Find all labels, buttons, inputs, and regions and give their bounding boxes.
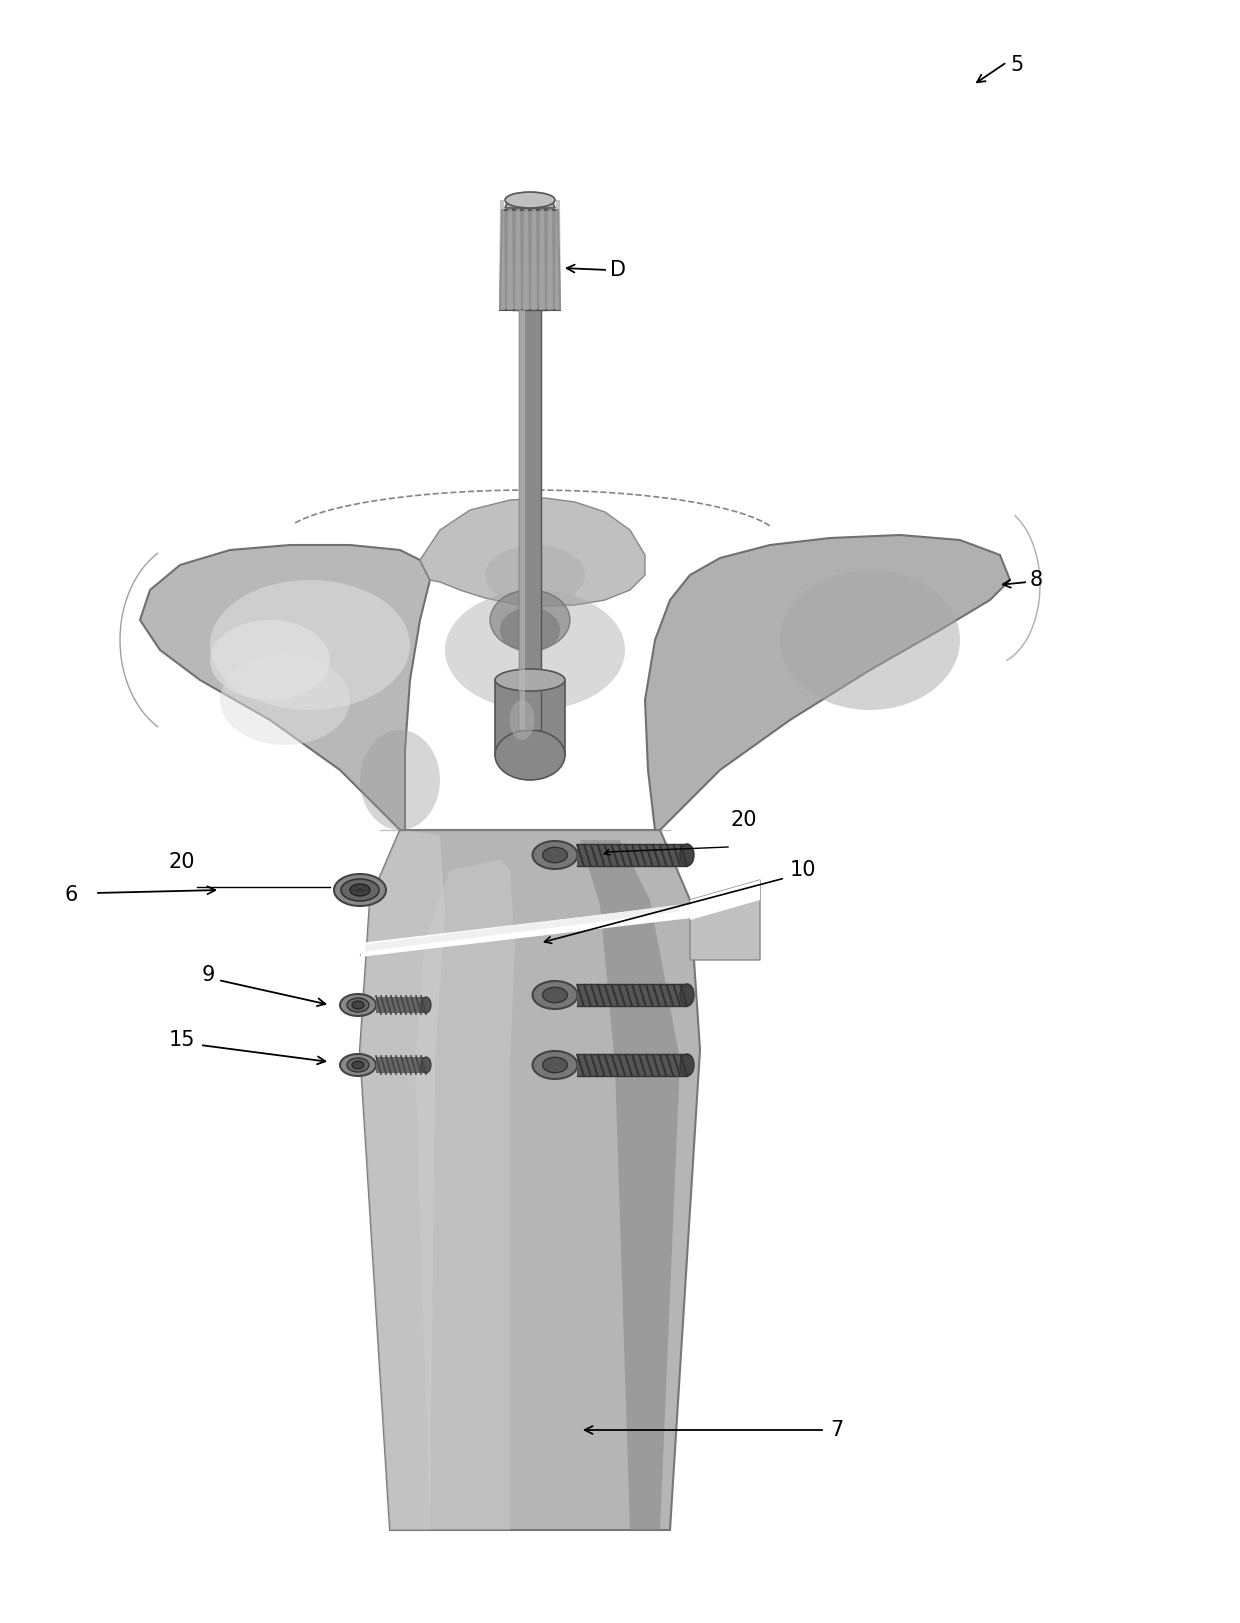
Ellipse shape bbox=[210, 579, 410, 709]
Polygon shape bbox=[495, 680, 565, 755]
Polygon shape bbox=[520, 310, 541, 730]
Ellipse shape bbox=[352, 1001, 365, 1010]
Polygon shape bbox=[531, 200, 537, 310]
Ellipse shape bbox=[532, 1052, 578, 1079]
Polygon shape bbox=[556, 200, 560, 310]
Polygon shape bbox=[360, 829, 701, 1530]
Text: 15: 15 bbox=[169, 1031, 195, 1050]
Polygon shape bbox=[505, 200, 556, 208]
Polygon shape bbox=[577, 844, 687, 867]
Polygon shape bbox=[520, 310, 525, 730]
Polygon shape bbox=[515, 200, 521, 310]
Polygon shape bbox=[376, 1057, 427, 1073]
Polygon shape bbox=[580, 841, 680, 1530]
Ellipse shape bbox=[680, 984, 694, 1006]
Ellipse shape bbox=[340, 1053, 376, 1076]
Polygon shape bbox=[512, 200, 548, 310]
Ellipse shape bbox=[352, 1061, 365, 1070]
Ellipse shape bbox=[543, 847, 568, 863]
Ellipse shape bbox=[505, 192, 556, 208]
Ellipse shape bbox=[495, 669, 565, 691]
Ellipse shape bbox=[422, 1057, 432, 1073]
Ellipse shape bbox=[680, 1053, 694, 1076]
Text: 5: 5 bbox=[1011, 55, 1023, 75]
Polygon shape bbox=[689, 880, 760, 920]
Ellipse shape bbox=[495, 730, 565, 781]
Polygon shape bbox=[645, 536, 1011, 829]
Text: 9: 9 bbox=[202, 966, 215, 985]
Polygon shape bbox=[577, 1053, 687, 1076]
Polygon shape bbox=[360, 829, 445, 1530]
Text: 10: 10 bbox=[790, 860, 816, 880]
Ellipse shape bbox=[510, 700, 534, 740]
Ellipse shape bbox=[445, 591, 625, 709]
Polygon shape bbox=[498, 200, 505, 310]
Ellipse shape bbox=[340, 993, 376, 1016]
Ellipse shape bbox=[490, 591, 570, 649]
Polygon shape bbox=[376, 997, 427, 1013]
Text: 20: 20 bbox=[169, 852, 195, 872]
Polygon shape bbox=[523, 200, 529, 310]
Text: 7: 7 bbox=[830, 1420, 843, 1440]
Ellipse shape bbox=[543, 1057, 568, 1073]
Ellipse shape bbox=[219, 656, 350, 745]
Polygon shape bbox=[415, 860, 515, 1530]
Polygon shape bbox=[539, 200, 546, 310]
Ellipse shape bbox=[780, 570, 960, 709]
Polygon shape bbox=[547, 200, 553, 310]
Polygon shape bbox=[140, 545, 430, 829]
Text: 6: 6 bbox=[64, 885, 78, 906]
Ellipse shape bbox=[210, 620, 330, 700]
Polygon shape bbox=[420, 498, 645, 605]
Ellipse shape bbox=[500, 607, 560, 652]
Ellipse shape bbox=[422, 997, 432, 1013]
Ellipse shape bbox=[532, 841, 578, 868]
Ellipse shape bbox=[334, 875, 386, 906]
Polygon shape bbox=[507, 200, 513, 310]
Polygon shape bbox=[577, 984, 687, 1006]
Ellipse shape bbox=[485, 545, 585, 605]
Ellipse shape bbox=[543, 987, 568, 1003]
Ellipse shape bbox=[347, 998, 370, 1013]
Text: D: D bbox=[610, 260, 626, 281]
Ellipse shape bbox=[341, 880, 379, 901]
Text: 8: 8 bbox=[1030, 570, 1043, 591]
Ellipse shape bbox=[532, 980, 578, 1010]
Polygon shape bbox=[689, 880, 760, 959]
Polygon shape bbox=[500, 209, 560, 310]
Ellipse shape bbox=[347, 1058, 370, 1073]
Ellipse shape bbox=[680, 844, 694, 867]
Text: 20: 20 bbox=[730, 810, 756, 829]
Ellipse shape bbox=[360, 730, 440, 829]
Ellipse shape bbox=[350, 885, 370, 896]
